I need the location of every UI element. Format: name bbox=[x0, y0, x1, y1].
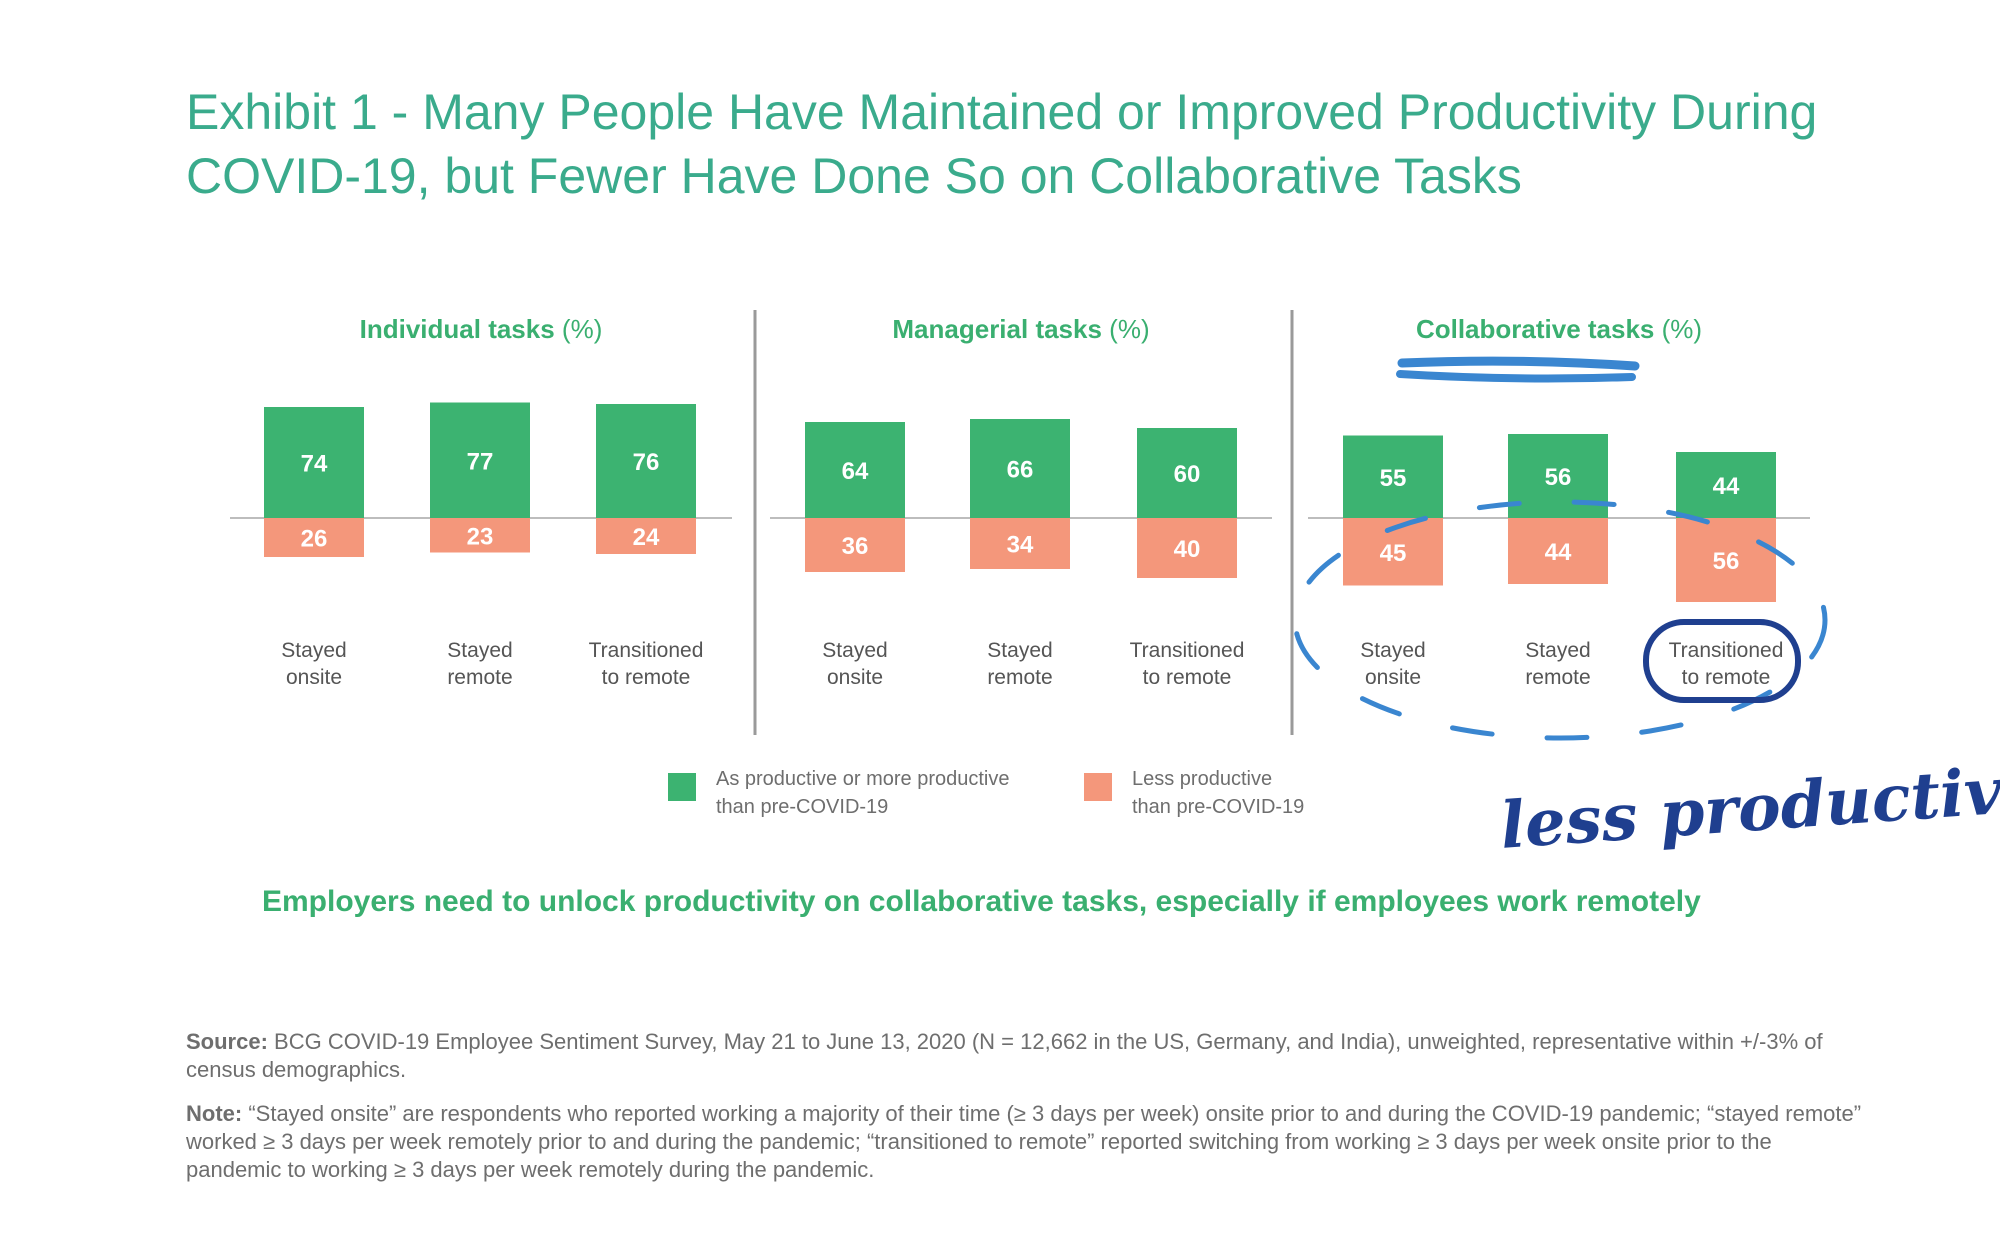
category-label-3-1-line-1: Stayed bbox=[1360, 639, 1425, 662]
category-label-3-3-line-2: to remote bbox=[1682, 666, 1771, 689]
category-label-1-2-line-2: remote bbox=[447, 666, 512, 689]
bar-positive-1-1 bbox=[264, 407, 364, 518]
data-label-negative-3-2: 44 bbox=[1545, 539, 1572, 566]
data-label-negative-3-3: 56 bbox=[1713, 548, 1740, 575]
bar-positive-1-3 bbox=[596, 404, 696, 518]
category-label-3-2-line-1: Stayed bbox=[1525, 639, 1590, 662]
category-label-2-2-line-2: remote bbox=[987, 666, 1052, 689]
data-label-positive-1-2: 77 bbox=[467, 448, 494, 475]
category-label-2-1-line-2: onsite bbox=[827, 666, 883, 689]
category-label-3-1-line-2: onsite bbox=[1365, 666, 1421, 689]
category-label-3-2-line-2: remote bbox=[1525, 666, 1590, 689]
data-label-positive-2-3: 60 bbox=[1174, 461, 1201, 488]
data-label-negative-3-1: 45 bbox=[1380, 540, 1407, 567]
legend-item-negative: Less productive than pre-COVID-19 bbox=[1084, 765, 1304, 821]
source-note: Source: BCG COVID-19 Employee Sentiment … bbox=[186, 1028, 1866, 1084]
bar-positive-1-2 bbox=[430, 402, 530, 518]
title-line-1: Exhibit 1 - Many People Have Maintained … bbox=[186, 84, 1818, 140]
title-line-2: COVID-19, but Fewer Have Done So on Coll… bbox=[186, 148, 1522, 204]
data-label-positive-1-1: 74 bbox=[301, 451, 328, 478]
handwritten-note: less productive bbox=[1498, 751, 2000, 864]
data-label-positive-2-1: 64 bbox=[842, 458, 869, 485]
bar-positive-2-3 bbox=[1137, 428, 1237, 518]
bar-negative-1-3 bbox=[596, 518, 696, 554]
category-label-2-2-line-1: Stayed bbox=[987, 639, 1052, 662]
legend-item-positive: As productive or more productive than pr… bbox=[668, 765, 1009, 821]
bar-positive-2-1 bbox=[805, 422, 905, 518]
footnote: Note: “Stayed onsite” are respondents wh… bbox=[186, 1100, 1866, 1184]
legend-label-positive: As productive or more productive than pr… bbox=[716, 765, 1009, 821]
data-label-negative-1-1: 26 bbox=[301, 526, 328, 553]
data-label-negative-2-1: 36 bbox=[842, 533, 869, 560]
data-label-positive-3-1: 55 bbox=[1380, 465, 1407, 492]
data-label-positive-1-3: 76 bbox=[633, 449, 660, 476]
bar-negative-2-1 bbox=[805, 518, 905, 572]
source-text: BCG COVID-19 Employee Sentiment Survey, … bbox=[186, 1029, 1823, 1082]
data-label-negative-1-3: 24 bbox=[633, 524, 660, 551]
data-label-negative-1-2: 23 bbox=[467, 523, 494, 550]
source-label: Source: bbox=[186, 1029, 268, 1054]
legend-swatch-negative bbox=[1084, 773, 1112, 801]
note-text: “Stayed onsite” are respondents who repo… bbox=[186, 1101, 1862, 1182]
bar-positive-2-2 bbox=[970, 419, 1070, 518]
panel-title-3: Collaborative tasks (%) bbox=[1416, 314, 1702, 344]
bar-negative-2-3 bbox=[1137, 518, 1237, 578]
data-label-positive-3-2: 56 bbox=[1545, 464, 1572, 491]
category-label-1-2-line-1: Stayed bbox=[447, 639, 512, 662]
category-label-2-3-line-1: Transitioned bbox=[1130, 639, 1245, 662]
chart-area: Individual tasks (%) 74 26 Stayed onsite 77 23… bbox=[230, 310, 1810, 735]
category-label-1-3-line-2: to remote bbox=[602, 666, 691, 689]
category-label-3-3-line-1: Transitioned bbox=[1669, 639, 1784, 662]
legend-negative-line-1: Less productive bbox=[1132, 768, 1273, 790]
data-label-negative-2-3: 40 bbox=[1174, 536, 1201, 563]
takeaway-message: Employers need to unlock productivity on… bbox=[262, 885, 1701, 918]
category-label-2-1-line-1: Stayed bbox=[822, 639, 887, 662]
panel-title-1: Individual tasks (%) bbox=[360, 314, 603, 344]
bar-negative-2-2 bbox=[970, 518, 1070, 569]
legend-label-negative: Less productive than pre-COVID-19 bbox=[1132, 765, 1304, 821]
panel-title-2: Managerial tasks (%) bbox=[892, 314, 1149, 344]
category-label-1-1-line-2: onsite bbox=[286, 666, 342, 689]
legend-positive-line-2: than pre-COVID-19 bbox=[716, 796, 889, 818]
data-label-negative-2-2: 34 bbox=[1007, 532, 1034, 559]
category-label-1-1-line-1: Stayed bbox=[281, 639, 346, 662]
data-label-positive-2-2: 66 bbox=[1007, 457, 1034, 484]
note-label: Note: bbox=[186, 1101, 243, 1126]
legend-negative-line-2: than pre-COVID-19 bbox=[1132, 796, 1305, 818]
bar-negative-1-2 bbox=[430, 518, 530, 553]
legend-positive-line-1: As productive or more productive bbox=[716, 768, 1010, 790]
bar-negative-1-1 bbox=[264, 518, 364, 557]
category-label-1-3-line-1: Transitioned bbox=[589, 639, 704, 662]
legend-swatch-positive bbox=[668, 773, 696, 801]
exhibit-title: Exhibit 1 - Many People Have Maintained … bbox=[186, 80, 1886, 208]
data-label-positive-3-3: 44 bbox=[1713, 473, 1740, 500]
category-label-2-3-line-2: to remote bbox=[1143, 666, 1232, 689]
